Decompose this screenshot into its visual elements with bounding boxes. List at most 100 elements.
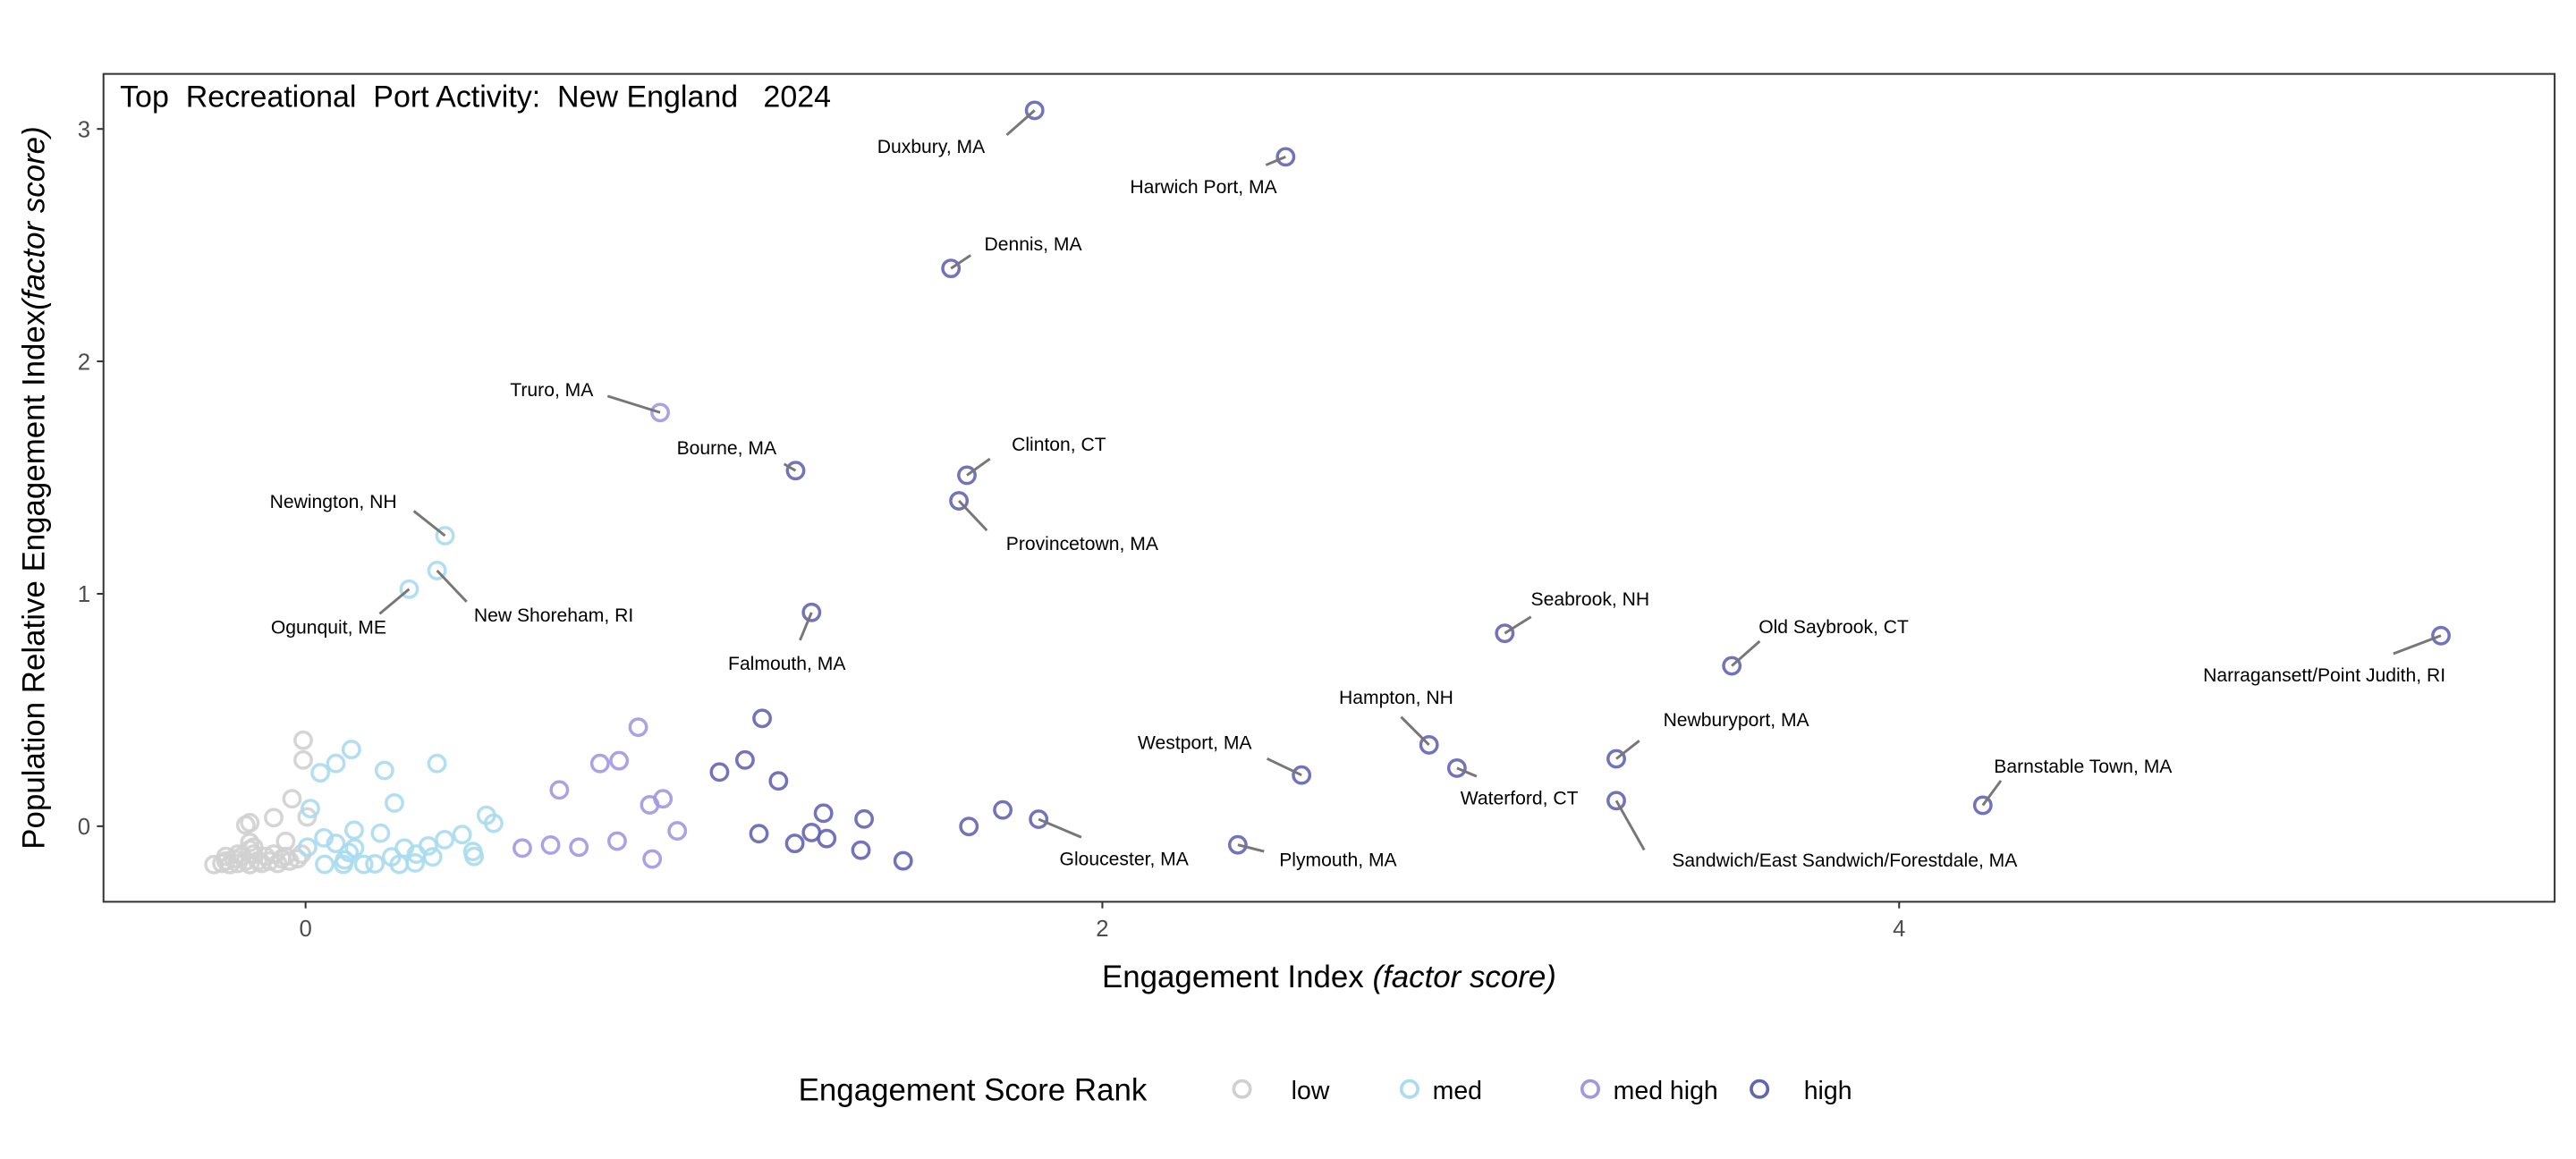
data-point: [813, 803, 834, 824]
x-tick-label: 4: [1893, 917, 1905, 942]
data-point: [949, 491, 970, 511]
data-point: [1029, 809, 1049, 830]
data-point: [385, 792, 404, 813]
label-leader-line: [2393, 634, 2442, 656]
point-label: Gloucester, MA: [1060, 850, 1190, 870]
x-axis-title: Engagement Index (factor score): [1102, 960, 1556, 994]
label-leader-line: [1615, 740, 1640, 760]
data-point: [335, 850, 355, 870]
data-point: [216, 846, 236, 867]
data-point: [1446, 757, 1467, 778]
data-point: [941, 258, 962, 279]
point-label: Falmouth, MA: [728, 654, 846, 674]
data-point: [287, 849, 308, 869]
data-point: [427, 753, 447, 774]
data-point: [628, 717, 648, 738]
point-label: Sandwich/East Sandwich/Forestdale, MA: [1672, 850, 2018, 871]
data-point: [227, 844, 248, 864]
data-point: [653, 789, 674, 809]
data-point: [1606, 749, 1626, 769]
point-label: Narragansett/Point Judith, RI: [2203, 665, 2445, 686]
data-point: [315, 854, 335, 875]
label-leader-line: [606, 394, 661, 414]
point-label: Hampton, NH: [1339, 688, 1453, 708]
data-point: [817, 828, 837, 849]
data-point: [435, 526, 455, 546]
label-leader-line: [1237, 843, 1265, 853]
label-leader-line: [1456, 766, 1478, 778]
data-point: [240, 833, 260, 852]
data-point: [1227, 834, 1248, 855]
label-leader-line: [958, 500, 988, 532]
data-point: [1419, 734, 1439, 755]
data-point: [851, 840, 871, 860]
point-label: New Shoreham, RI: [474, 605, 633, 626]
data-point: [752, 708, 772, 729]
data-point: [893, 850, 913, 871]
label-leader-line: [1005, 109, 1036, 137]
data-point: [370, 823, 391, 843]
data-point: [310, 763, 331, 783]
y-axis-title: Population Relative Engagement Index(fac…: [17, 126, 52, 849]
data-point: [709, 762, 730, 783]
y-axis-title-italic: (factor score): [17, 126, 52, 309]
label-leader-line: [950, 254, 972, 270]
data-point: [301, 799, 320, 819]
data-point: [734, 749, 755, 770]
data-point: [422, 847, 443, 867]
series-med-high: [513, 402, 688, 869]
legend-title: Engagement Score Rank: [799, 1073, 1148, 1108]
data-point: [326, 753, 346, 774]
point-label: Provincetown, MA: [1006, 534, 1159, 554]
x-axis-title-italic: (factor score): [1372, 960, 1555, 994]
label-leader-line: [412, 510, 446, 537]
label-leader-line: [799, 612, 813, 641]
data-point: [1024, 100, 1045, 121]
point-label: Barnstable Town, MA: [1994, 757, 2173, 777]
axis-ticks: 0 2 4 0 1 2 3: [78, 117, 1906, 942]
x-axis-title-main: Engagement Index: [1102, 960, 1372, 994]
point-label: Duxbury, MA: [877, 137, 986, 157]
data-point: [243, 837, 264, 858]
data-point: [642, 849, 663, 869]
chart-title: Top Recreational Port Activity: New Engl…: [120, 80, 831, 114]
data-point: [293, 749, 313, 770]
data-point: [667, 821, 688, 842]
data-point: [293, 730, 313, 750]
point-labels: Newington, NH New Shoreham, RI Ogunquit, M…: [270, 109, 2445, 871]
data-point: [326, 833, 346, 854]
data-point: [1972, 795, 1993, 816]
data-point: [374, 760, 394, 781]
data-point: [768, 771, 789, 791]
label-leader-line: [1400, 715, 1430, 746]
plot-panel-border: [102, 72, 2556, 903]
data-point: [427, 561, 447, 580]
data-point: [297, 837, 318, 858]
data-point: [282, 789, 302, 809]
series-high: [709, 100, 2451, 871]
point-label: Waterford, CT: [1461, 788, 1579, 808]
legend-key-high: [1750, 1079, 1770, 1099]
data-point: [452, 825, 472, 845]
data-point: [569, 837, 589, 858]
point-label: Clinton, CT: [1012, 435, 1106, 455]
legend: Engagement Score Rank low med med high h…: [799, 1073, 1852, 1108]
data-point: [959, 816, 979, 837]
point-label: Dennis, MA: [984, 234, 1082, 255]
label-leader-line: [1504, 615, 1532, 635]
data-point: [1606, 791, 1626, 811]
x-tick-label: 0: [299, 917, 311, 942]
point-label: Old Saybrook, CT: [1758, 617, 1909, 638]
data-point: [749, 824, 769, 844]
data-point: [784, 833, 805, 854]
point-label: Ogunquit, ME: [271, 617, 386, 638]
data-point: [399, 579, 419, 599]
data-point: [957, 465, 977, 486]
y-tick-label: 0: [78, 815, 90, 840]
data-point: [589, 753, 610, 774]
point-label: Truro, MA: [510, 380, 594, 401]
point-label: Seabrook, NH: [1531, 589, 1650, 610]
series-med: [297, 526, 504, 875]
data-point: [235, 815, 256, 835]
